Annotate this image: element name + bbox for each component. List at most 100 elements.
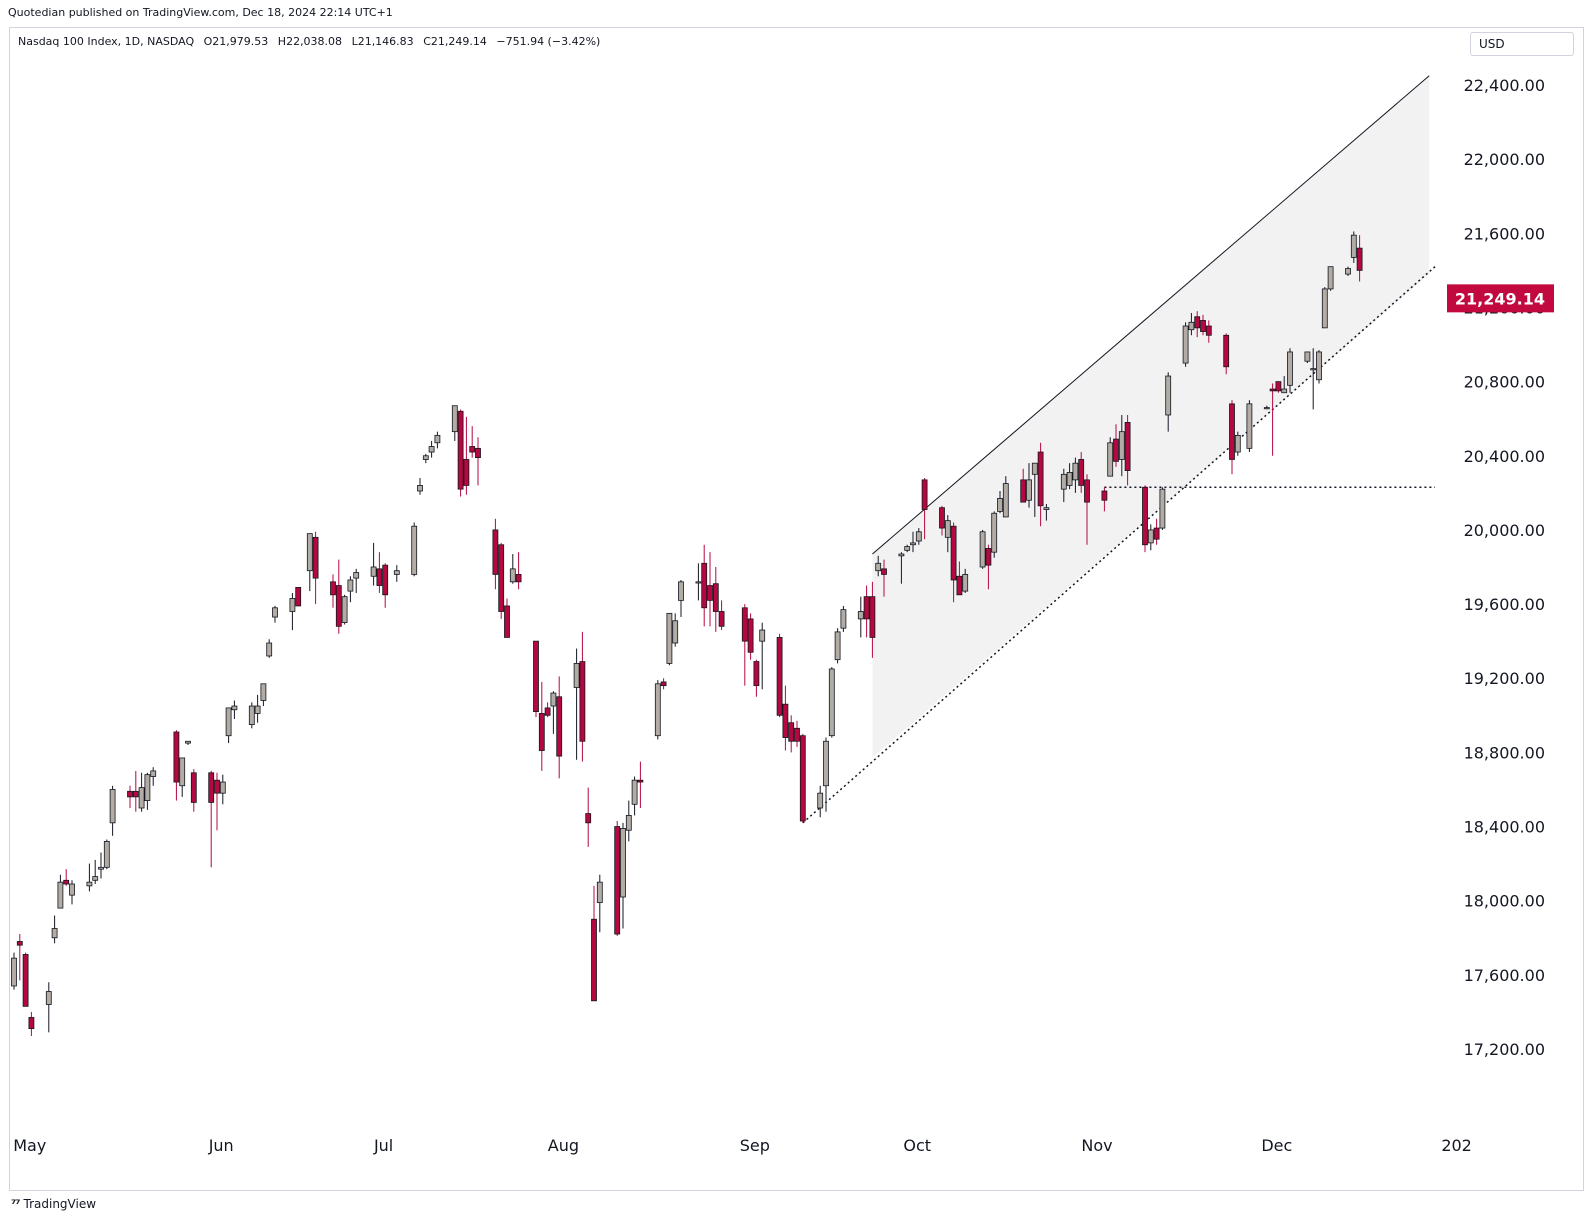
candle [666, 612, 673, 666]
candle [921, 478, 928, 540]
candle-body [614, 826, 621, 935]
candle-body [150, 770, 157, 777]
candle [869, 581, 876, 658]
candle-body [1118, 431, 1125, 460]
price-axis[interactable]: 17,200.00 17,600.00 18,000.00 18,400.00 18,8… [1464, 76, 1545, 1059]
candle [1142, 485, 1148, 553]
candle [533, 640, 539, 718]
candle [1101, 487, 1108, 512]
candle [179, 757, 186, 797]
candle [428, 440, 435, 458]
candle-body [1229, 403, 1235, 460]
candle-body [834, 631, 841, 661]
candle [881, 559, 887, 597]
candle [579, 631, 586, 762]
candle [190, 769, 197, 812]
candle [98, 852, 104, 879]
candle-body [69, 883, 75, 896]
chart-frame [9, 27, 1584, 1191]
candle [127, 785, 133, 808]
candle-body [1205, 325, 1212, 336]
candle-body [828, 668, 835, 737]
candle [1124, 414, 1131, 486]
y-tick-label: 21,600.00 [1464, 224, 1545, 243]
candle [910, 531, 916, 553]
candle [550, 691, 557, 734]
candle [109, 785, 116, 836]
y-tick-label: 17,200.00 [1464, 1040, 1545, 1059]
candle-body [1194, 316, 1201, 329]
candle [504, 598, 510, 638]
candle-body [190, 772, 197, 803]
candle [712, 567, 719, 632]
time-axis[interactable]: May Jun Jul Aug Sep Oct Nov Dec 202 [13, 1136, 1472, 1155]
candle-body [1223, 334, 1230, 368]
y-tick-label: 20,800.00 [1464, 373, 1545, 392]
candle-body [144, 774, 151, 801]
candle [1281, 376, 1288, 394]
candle-body [1142, 486, 1148, 546]
candle [185, 740, 191, 745]
candle-body [1113, 438, 1119, 462]
candle [1223, 333, 1230, 375]
legend-open: O21,979.53 [203, 35, 269, 48]
candle [573, 648, 580, 760]
candle [1327, 266, 1334, 291]
candle-body [1321, 288, 1328, 329]
candle [741, 604, 748, 686]
candle-body [782, 703, 789, 738]
candle-body [1020, 479, 1027, 503]
x-tick-label: Jul [373, 1136, 393, 1155]
last-price-label: 21,249.14 [1447, 284, 1554, 313]
candle-body [985, 548, 992, 566]
candle-body [1246, 403, 1253, 449]
candle-body [538, 713, 545, 751]
candle [16, 934, 23, 981]
candle [660, 678, 667, 690]
y-tick-label: 20,000.00 [1464, 521, 1545, 540]
candle-body [208, 772, 215, 803]
candle [962, 568, 969, 593]
candle-body [335, 585, 342, 627]
candle-body [672, 620, 679, 644]
x-tick-label: Nov [1081, 1136, 1112, 1155]
candle [1043, 503, 1050, 521]
candle-body [1026, 479, 1032, 501]
candle-body [289, 598, 296, 612]
candle-body [660, 681, 667, 687]
candle-body [1200, 320, 1206, 332]
candle-body [556, 696, 563, 757]
candle [86, 863, 93, 892]
candle [1229, 400, 1235, 475]
y-tick-label: 18,000.00 [1464, 892, 1545, 911]
candle-body [132, 790, 139, 798]
candle-body [1345, 268, 1351, 275]
candle [1345, 266, 1351, 276]
legend-symbol[interactable]: Nasdaq 100 Index, 1D, NASDAQ [18, 35, 195, 48]
tradingview-logo[interactable]: ⁷⁷ TradingView [11, 1197, 96, 1211]
x-tick-label: Jun [208, 1136, 234, 1155]
candle [382, 563, 389, 608]
candle [69, 880, 75, 905]
candle [1165, 372, 1172, 432]
candle [150, 767, 157, 786]
candle-body [544, 707, 551, 716]
candle [1066, 463, 1073, 490]
candle [1072, 457, 1079, 493]
currency-selector[interactable]: USD [1470, 32, 1574, 56]
candle-body [979, 531, 986, 568]
candle-body [434, 434, 441, 444]
candle [335, 559, 342, 634]
candle-body [944, 520, 951, 538]
candle-body [591, 918, 597, 1002]
candle [776, 633, 783, 718]
candle [492, 518, 499, 590]
y-tick-label: 18,800.00 [1464, 743, 1545, 762]
candle-body [701, 562, 708, 609]
candle-body [515, 574, 522, 583]
candle-body [741, 607, 748, 642]
candle-body [823, 740, 829, 787]
legend-close: C21,249.14 [423, 35, 487, 48]
candle [997, 490, 1003, 514]
